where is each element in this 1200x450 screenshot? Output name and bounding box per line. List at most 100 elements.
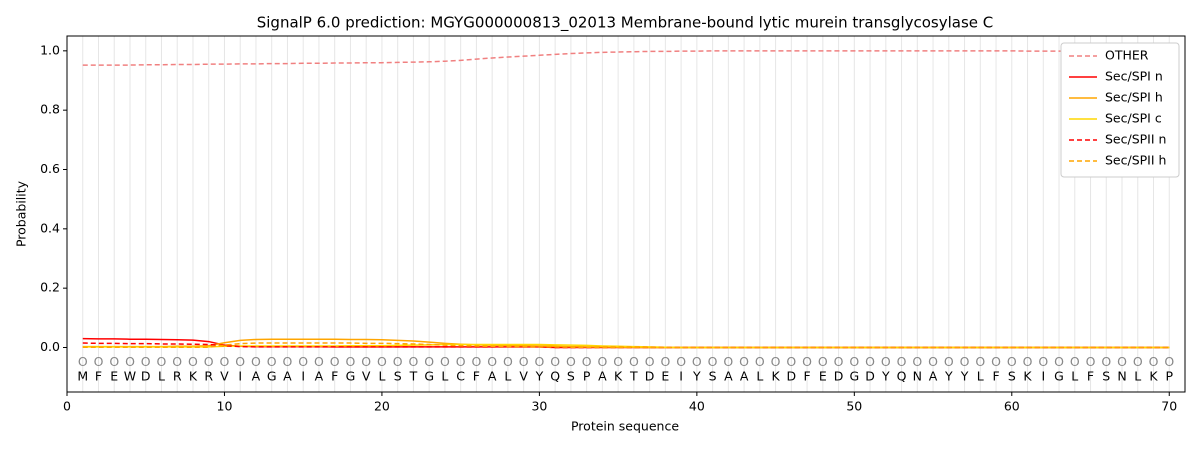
x-tick-label: 50: [846, 399, 862, 414]
residue: D: [834, 369, 844, 384]
residue-label: O: [330, 354, 340, 369]
residue: S: [567, 369, 575, 384]
residue: S: [394, 369, 402, 384]
residue-label: O: [1038, 354, 1048, 369]
residue: Y: [881, 369, 890, 384]
residue-label: O: [849, 354, 859, 369]
residue-label: O: [818, 354, 828, 369]
residue: Y: [692, 369, 701, 384]
residue-label: O: [94, 354, 104, 369]
residue: S: [709, 369, 717, 384]
residue-label: O: [597, 354, 607, 369]
residue-label: O: [723, 354, 733, 369]
residue: S: [1008, 369, 1016, 384]
residue-label: O: [78, 354, 88, 369]
y-axis-label: Probability: [14, 180, 29, 247]
y-tick-label: 0.8: [40, 102, 60, 117]
residue: L: [977, 369, 984, 384]
residue: D: [141, 369, 151, 384]
residue: A: [488, 369, 497, 384]
y-tick-label: 0.0: [40, 339, 60, 354]
residue-label: O: [1164, 354, 1174, 369]
residue-label: O: [881, 354, 891, 369]
x-tick-label: 0: [63, 399, 71, 414]
residue-label: O: [991, 354, 1001, 369]
residue: I: [679, 369, 683, 384]
residue-label: O: [802, 354, 812, 369]
residue-label: O: [786, 354, 796, 369]
residue: K: [771, 369, 780, 384]
residue-label: O: [125, 354, 135, 369]
residue: L: [378, 369, 385, 384]
series-line: [82, 50, 1170, 66]
residue: V: [220, 369, 229, 384]
residue-label: O: [1149, 354, 1159, 369]
residue: F: [473, 369, 480, 384]
residue: Y: [960, 369, 969, 384]
residue: L: [756, 369, 763, 384]
residue: E: [819, 369, 827, 384]
x-tick-label: 70: [1161, 399, 1177, 414]
residue: Y: [944, 369, 953, 384]
residue: E: [110, 369, 118, 384]
series-line: [82, 342, 1170, 349]
residue: Q: [550, 369, 560, 384]
residue: K: [614, 369, 623, 384]
residue-label: O: [975, 354, 985, 369]
residue: I: [1041, 369, 1045, 384]
residue: N: [913, 369, 922, 384]
residue-label: O: [960, 354, 970, 369]
residue: G: [1054, 369, 1064, 384]
residue: I: [238, 369, 242, 384]
residue-label: O: [629, 354, 639, 369]
y-tick-label: 1.0: [40, 42, 60, 57]
residue-label: O: [660, 354, 670, 369]
residue: L: [1134, 369, 1141, 384]
residue: A: [740, 369, 749, 384]
residue-label: O: [440, 354, 450, 369]
residue: L: [158, 369, 165, 384]
residue-label: O: [1101, 354, 1111, 369]
residue-label: O: [141, 354, 151, 369]
residue: G: [346, 369, 356, 384]
chart-title: SignalP 6.0 prediction: MGYG000000813_02…: [257, 14, 994, 33]
residue: L: [504, 369, 511, 384]
residue: F: [331, 369, 338, 384]
residue-label: O: [534, 354, 544, 369]
residue: C: [456, 369, 465, 384]
residue: F: [95, 369, 102, 384]
residue: G: [267, 369, 277, 384]
residue-label: O: [109, 354, 119, 369]
residue: P: [1165, 369, 1173, 384]
x-tick-label: 30: [531, 399, 547, 414]
residue: Y: [535, 369, 544, 384]
residue-label: O: [503, 354, 513, 369]
legend-label: Sec/SPI n: [1105, 69, 1163, 84]
residue: R: [204, 369, 213, 384]
residue-label: O: [1133, 354, 1143, 369]
y-tick-label: 0.4: [40, 220, 60, 235]
residue: A: [283, 369, 292, 384]
residue-label: O: [834, 354, 844, 369]
legend-label: Sec/SPI h: [1105, 90, 1163, 105]
residue-label: O: [251, 354, 261, 369]
legend-label: Sec/SPII h: [1105, 153, 1166, 168]
residue-label: O: [582, 354, 592, 369]
residue-label: O: [1023, 354, 1033, 369]
residue-label: O: [204, 354, 214, 369]
residue-label: O: [771, 354, 781, 369]
residue-label: O: [550, 354, 560, 369]
residue: F: [992, 369, 999, 384]
legend-label: Sec/SPII n: [1105, 132, 1166, 147]
residue-label: O: [708, 354, 718, 369]
residue-label: O: [645, 354, 655, 369]
residue-label: O: [1117, 354, 1127, 369]
residue: I: [301, 369, 305, 384]
x-tick-label: 60: [1004, 399, 1020, 414]
residue: F: [1087, 369, 1094, 384]
residue: D: [865, 369, 875, 384]
residue-label: O: [912, 354, 922, 369]
residue-label: O: [944, 354, 954, 369]
residue: L: [1071, 369, 1078, 384]
residue-label: O: [456, 354, 466, 369]
